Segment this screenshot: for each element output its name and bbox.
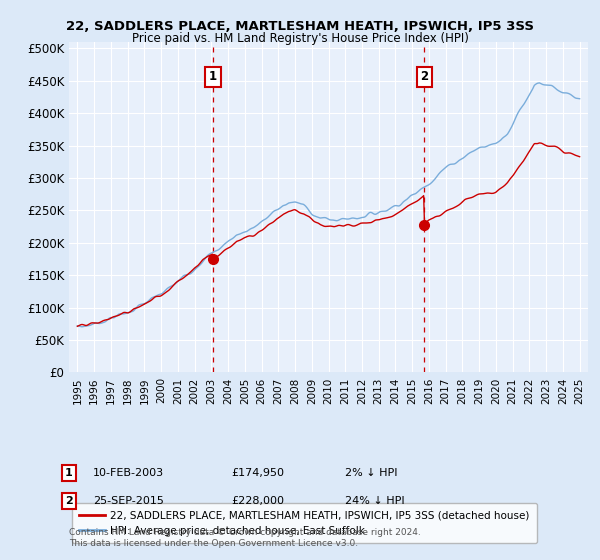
- Text: Price paid vs. HM Land Registry's House Price Index (HPI): Price paid vs. HM Land Registry's House …: [131, 32, 469, 45]
- Text: 22, SADDLERS PLACE, MARTLESHAM HEATH, IPSWICH, IP5 3SS: 22, SADDLERS PLACE, MARTLESHAM HEATH, IP…: [66, 20, 534, 32]
- Text: 2% ↓ HPI: 2% ↓ HPI: [345, 468, 398, 478]
- Text: 10-FEB-2003: 10-FEB-2003: [93, 468, 164, 478]
- Text: 1: 1: [209, 70, 217, 83]
- Text: £228,000: £228,000: [231, 496, 284, 506]
- Text: 2: 2: [65, 496, 73, 506]
- Text: Contains HM Land Registry data © Crown copyright and database right 2024.: Contains HM Land Registry data © Crown c…: [69, 528, 421, 536]
- Text: 24% ↓ HPI: 24% ↓ HPI: [345, 496, 404, 506]
- Text: 2: 2: [421, 70, 428, 83]
- Text: 25-SEP-2015: 25-SEP-2015: [93, 496, 164, 506]
- Text: This data is licensed under the Open Government Licence v3.0.: This data is licensed under the Open Gov…: [69, 539, 358, 548]
- Legend: 22, SADDLERS PLACE, MARTLESHAM HEATH, IPSWICH, IP5 3SS (detached house), HPI: Av: 22, SADDLERS PLACE, MARTLESHAM HEATH, IP…: [71, 503, 537, 543]
- Text: 1: 1: [65, 468, 73, 478]
- Text: £174,950: £174,950: [231, 468, 284, 478]
